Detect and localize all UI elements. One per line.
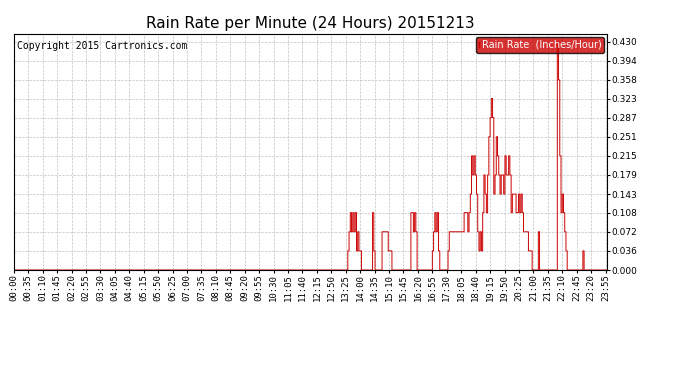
Text: Copyright 2015 Cartronics.com: Copyright 2015 Cartronics.com bbox=[17, 41, 187, 51]
Title: Rain Rate per Minute (24 Hours) 20151213: Rain Rate per Minute (24 Hours) 20151213 bbox=[146, 16, 475, 31]
Legend: Rain Rate  (Inches/Hour): Rain Rate (Inches/Hour) bbox=[476, 37, 604, 52]
